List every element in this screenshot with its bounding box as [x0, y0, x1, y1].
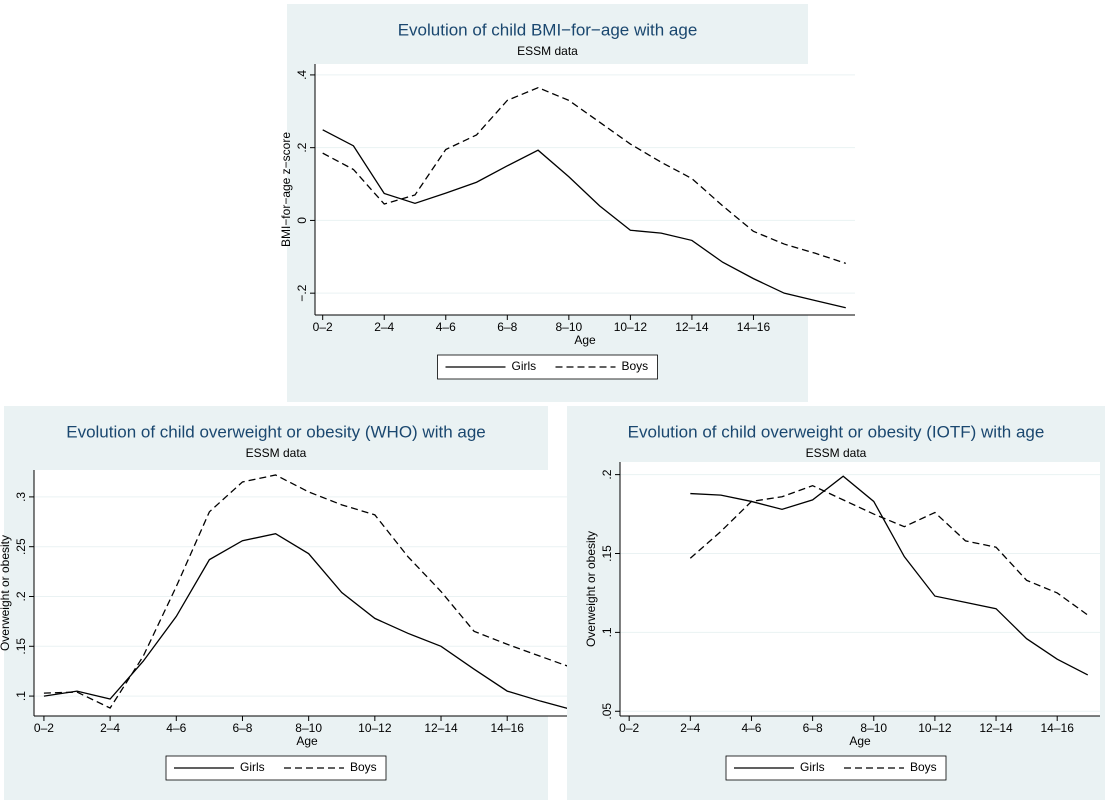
legend-label: Girls — [800, 760, 825, 774]
series-line — [43, 474, 574, 709]
x-tick-label: 4–6 — [436, 320, 456, 334]
x-tick-label: 10–12 — [918, 721, 952, 735]
y-axis-title: Overweight or obesity — [0, 535, 12, 651]
y-tick-label: .15 — [600, 545, 614, 562]
y-axis-title: Overweight or obesity — [584, 531, 598, 647]
plot-area — [34, 470, 580, 716]
x-tick-label: 14–16 — [737, 320, 771, 334]
legend-label: Boys — [622, 359, 649, 373]
x-tick-label: 4–6 — [166, 721, 186, 735]
x-tick-label: 0–2 — [34, 721, 54, 735]
x-tick-label: 8–10 — [295, 721, 322, 735]
y-tick-label: .1 — [14, 691, 28, 701]
y-tick-label: .2 — [14, 591, 28, 601]
x-axis-title: Age — [574, 333, 596, 347]
y-tick-label: 0 — [295, 217, 309, 224]
y-tick-label: .4 — [295, 70, 309, 80]
x-tick-label: 14–16 — [1041, 721, 1075, 735]
chart-title: Evolution of child overweight or obesity… — [66, 422, 486, 441]
x-tick-label: 0–2 — [619, 721, 639, 735]
x-tick-label: 12–14 — [979, 721, 1013, 735]
legend-label: Boys — [350, 760, 377, 774]
plot-area — [620, 462, 1100, 716]
series-line — [689, 484, 1089, 616]
chart-subtitle: ESSM data — [517, 44, 578, 58]
x-tick-label: 12–14 — [424, 721, 458, 735]
x-axis-title: Age — [849, 734, 871, 748]
y-tick-label: .2 — [295, 142, 309, 152]
legend-label: Girls — [512, 359, 537, 373]
y-tick-label: −.2 — [295, 284, 309, 301]
x-tick-label: 10–12 — [614, 320, 648, 334]
x-tick-label: 8–10 — [860, 721, 887, 735]
x-tick-label: 14–16 — [491, 721, 525, 735]
series-line — [690, 475, 1089, 676]
x-tick-label: 12–14 — [675, 320, 709, 334]
x-axis-title: Age — [296, 734, 318, 748]
x-tick-label: 0–2 — [313, 320, 333, 334]
x-tick-label: 6–8 — [497, 320, 517, 334]
y-tick-label: .15 — [14, 638, 28, 655]
y-tick-label: .1 — [600, 627, 614, 637]
chart-subtitle: ESSM data — [806, 446, 867, 460]
series-line — [322, 86, 846, 264]
x-tick-label: 6–8 — [803, 721, 823, 735]
series-line — [322, 129, 846, 309]
x-tick-label: 2–4 — [374, 320, 394, 334]
legend-label: Girls — [240, 760, 265, 774]
legend-box — [725, 755, 947, 781]
y-axis-title: BMI−for−age z−score — [279, 132, 293, 247]
chart-subtitle: ESSM data — [246, 446, 307, 460]
chart-title: Evolution of child overweight or obesity… — [628, 422, 1045, 441]
chart-title: Evolution of child BMI−for−age with age — [398, 20, 698, 39]
y-tick-label: .25 — [14, 538, 28, 555]
x-tick-label: 6–8 — [232, 721, 252, 735]
y-tick-label: .3 — [14, 492, 28, 502]
x-tick-label: 8–10 — [555, 320, 582, 334]
x-tick-label: 4–6 — [741, 721, 761, 735]
legend-label: Boys — [910, 760, 937, 774]
x-tick-label: 10–12 — [358, 721, 392, 735]
x-tick-label: 2–4 — [100, 721, 120, 735]
y-tick-label: .05 — [600, 703, 614, 720]
y-tick-label: .2 — [600, 469, 614, 479]
plot-area — [315, 64, 855, 315]
x-tick-label: 2–4 — [680, 721, 700, 735]
